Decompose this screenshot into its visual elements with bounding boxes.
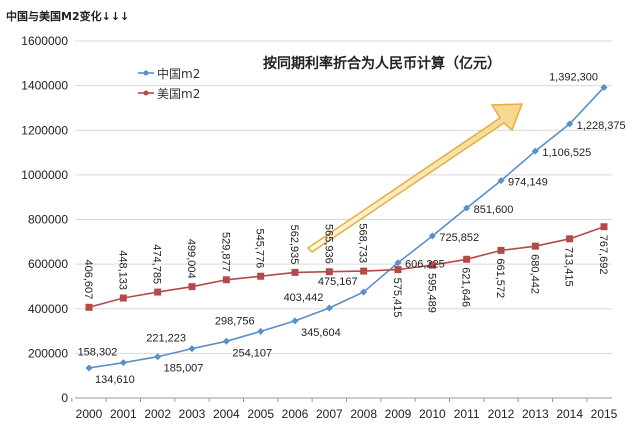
data-point: [188, 345, 196, 353]
data-label: 1,106,525: [542, 147, 591, 159]
data-label: 621,646: [460, 267, 472, 307]
data-point: [188, 283, 196, 291]
data-label: 345,604: [301, 327, 341, 339]
data-point: [463, 204, 471, 212]
data-point: [463, 255, 471, 263]
data-point: [119, 359, 127, 367]
data-point: [428, 261, 436, 269]
series-line-china: [88, 86, 605, 369]
data-label: 499,004: [185, 239, 197, 279]
legend-marker: [143, 70, 149, 76]
series-line-us: [88, 225, 605, 309]
x-tick-label: 2012: [488, 407, 515, 421]
data-point: [222, 276, 230, 284]
data-label: 767,692: [597, 235, 609, 275]
y-tick-label: 600000: [28, 257, 68, 271]
data-label: 254,107: [232, 347, 272, 359]
y-tick-label: 200000: [28, 346, 68, 360]
data-label: 298,756: [215, 315, 255, 327]
data-label: 568,733: [357, 223, 369, 263]
x-tick-label: 2006: [282, 407, 309, 421]
data-label: 221,223: [146, 333, 186, 345]
data-label: 474,785: [151, 244, 163, 284]
data-label: 529,877: [219, 232, 231, 272]
data-label: 403,442: [284, 292, 324, 304]
data-point: [600, 223, 608, 231]
data-point: [394, 259, 402, 267]
data-label: 851,600: [474, 204, 514, 216]
y-tick-label: 1200000: [21, 123, 68, 137]
data-label: 661,572: [494, 258, 506, 298]
data-label: 565,936: [322, 224, 334, 264]
data-point: [600, 83, 608, 91]
data-point: [222, 337, 230, 345]
y-tick-label: 1600000: [21, 34, 68, 48]
trend-arrow: [306, 103, 524, 253]
data-label: 974,149: [508, 177, 548, 189]
data-label: 725,852: [439, 232, 479, 244]
data-label: 158,302: [78, 347, 118, 359]
legend-marker: [143, 90, 149, 96]
legend-label: 中国m2: [157, 66, 200, 81]
data-point: [154, 288, 162, 296]
data-label: 713,415: [563, 247, 575, 287]
data-label: 1,392,300: [549, 71, 598, 83]
data-point: [531, 147, 539, 155]
x-tick-label: 2000: [76, 407, 103, 421]
data-point: [325, 268, 333, 276]
x-tick-label: 2013: [522, 407, 549, 421]
x-tick-label: 2002: [144, 407, 171, 421]
x-tick-label: 2010: [419, 407, 446, 421]
x-tick-label: 2015: [591, 407, 618, 421]
data-point: [119, 294, 127, 302]
data-point: [531, 242, 539, 250]
data-label: 475,167: [318, 276, 358, 288]
data-label: 448,133: [116, 250, 128, 290]
data-point: [325, 304, 333, 312]
y-tick-label: 1400000: [21, 79, 68, 93]
data-point: [428, 232, 436, 240]
data-point: [566, 120, 574, 128]
y-tick-label: 0: [61, 391, 68, 405]
data-point: [360, 288, 368, 296]
legend-label: 美国m2: [157, 87, 200, 101]
y-tick-label: 800000: [28, 213, 68, 227]
data-point: [85, 303, 93, 311]
data-label: 185,007: [164, 363, 204, 375]
data-point: [497, 177, 505, 185]
data-point: [85, 364, 93, 372]
x-tick-label: 2005: [247, 407, 274, 421]
data-label: 575,415: [391, 278, 403, 318]
data-point: [257, 327, 265, 335]
page-title: 中国与美国M2变化↓↓↓: [6, 10, 130, 23]
x-tick-label: 2004: [213, 407, 240, 421]
x-tick-label: 2011: [454, 407, 480, 421]
data-label: 1,228,375: [577, 120, 626, 132]
data-label: 595,489: [425, 273, 437, 313]
x-tick-label: 2007: [316, 407, 343, 421]
data-label: 406,607: [82, 260, 94, 300]
data-point: [257, 272, 265, 280]
data-point: [360, 267, 368, 275]
data-point: [291, 317, 299, 325]
x-tick-label: 2003: [179, 407, 206, 421]
x-tick-label: 2008: [350, 407, 377, 421]
data-label: 562,935: [288, 225, 300, 265]
y-tick-label: 400000: [28, 302, 68, 316]
x-tick-label: 2009: [385, 407, 412, 421]
data-label: 134,610: [95, 374, 135, 386]
data-point: [291, 268, 299, 276]
data-label: 545,776: [254, 228, 266, 268]
data-label: 680,442: [528, 254, 540, 294]
data-point: [497, 246, 505, 254]
data-label: 606,225: [405, 259, 445, 271]
x-tick-label: 2014: [556, 407, 583, 421]
data-point: [394, 266, 402, 274]
x-tick-label: 2001: [110, 407, 137, 421]
data-point: [154, 353, 162, 361]
data-point: [566, 235, 574, 243]
y-tick-label: 1000000: [21, 168, 68, 182]
chart-subtitle: 按同期利率折合为人民币计算（亿元）: [263, 55, 501, 72]
